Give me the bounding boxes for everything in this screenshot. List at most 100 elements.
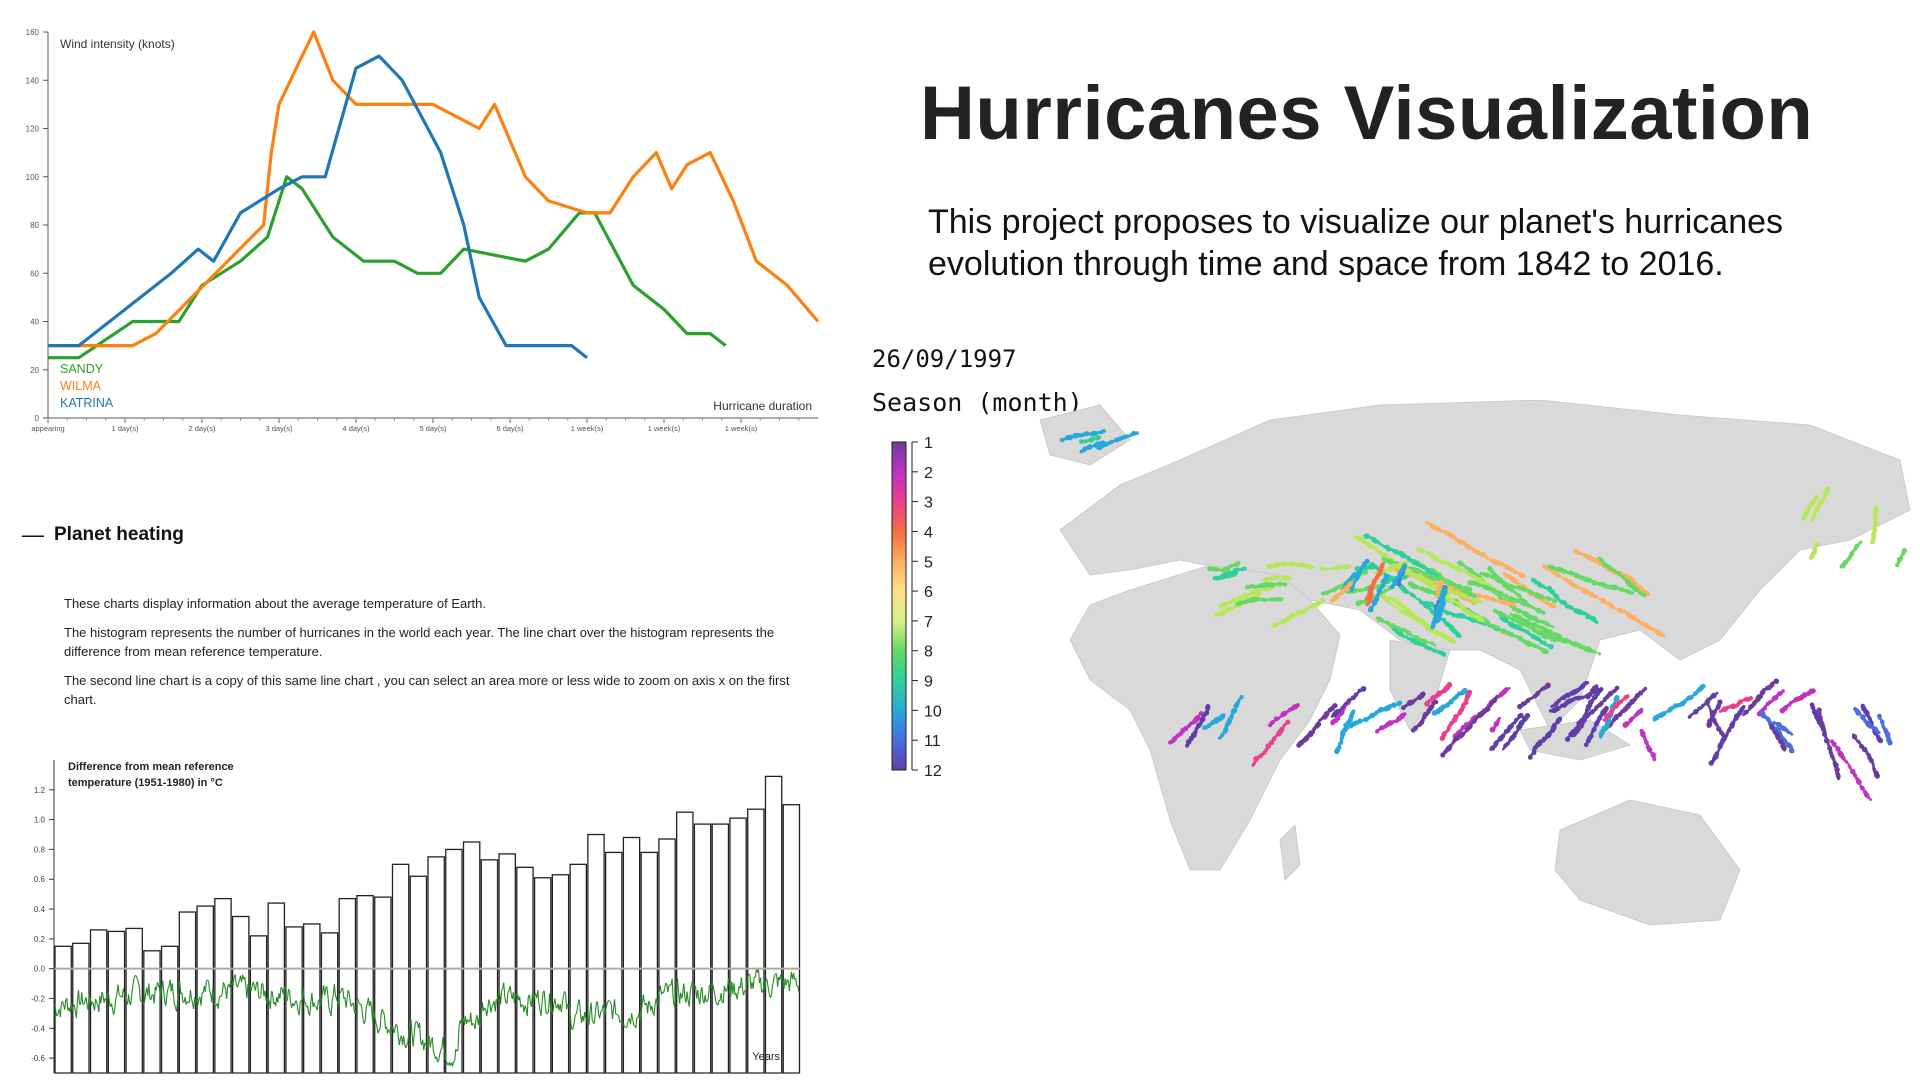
x-tick-label: 4 day(s) (342, 424, 370, 433)
histogram-bar (446, 849, 462, 1073)
histogram-bar (659, 839, 675, 1073)
hurricane-track-point (1487, 566, 1493, 572)
hurricane-track-point (1330, 721, 1334, 725)
hurricane-track-point (1562, 577, 1565, 580)
hurricane-track-point (1489, 747, 1492, 750)
hurricane-track-point (1623, 725, 1626, 728)
hurricane-track-point (1266, 564, 1271, 569)
series-line-katrina (48, 56, 587, 358)
hurricane-track-point (1845, 760, 1848, 763)
temperature-line-segment (340, 993, 341, 994)
legend-sandy: SANDY (60, 362, 104, 376)
hurricane-track-point (1436, 621, 1439, 624)
temperature-line-segment (271, 991, 272, 992)
hurricane-track-point (1411, 728, 1416, 733)
hurricane-track-point (1709, 760, 1714, 765)
x-axis-label: Years (752, 1051, 780, 1063)
hurricane-track-point (1431, 642, 1435, 646)
hurricane-track-point (1542, 564, 1547, 569)
hurricane-track-point (1599, 735, 1602, 738)
hurricane-track-point (1780, 708, 1786, 714)
hurricane-track-point (1479, 572, 1482, 575)
temperature-line-segment (766, 979, 767, 980)
histogram-bar (606, 852, 622, 1073)
temperature-line-segment (300, 1001, 301, 1002)
hurricane-track-point (1394, 606, 1397, 609)
hurricane-track-point (1616, 608, 1619, 611)
hurricane-track-point (1603, 718, 1607, 722)
hurricane-track-point (1268, 723, 1272, 727)
description-paragraph: The second line chart is a copy of this … (64, 671, 802, 709)
hurricane-track-point (1708, 705, 1711, 708)
section-title: Planet heating (54, 524, 184, 546)
planet-heating-header[interactable]: — Planet heating (22, 522, 802, 548)
x-axis-label: Hurricane duration (713, 399, 812, 413)
hurricane-track-point (1859, 540, 1862, 543)
intro-line: evolution through time and space from 18… (928, 243, 1900, 285)
hurricane-track-point (1519, 583, 1522, 586)
hurricane-track-point (1877, 731, 1880, 734)
hurricane-track-point (1586, 695, 1591, 700)
hurricane-track-point (1415, 597, 1418, 600)
hurricane-track-point (1457, 560, 1462, 565)
collapse-toggle-icon[interactable]: — (22, 522, 44, 548)
hurricane-track-point (1503, 572, 1506, 575)
hurricane-track-point (1455, 601, 1458, 604)
temperature-line-segment (552, 1013, 553, 1014)
hurricane-track-point (1397, 608, 1400, 611)
x-tick-label: 6 day(s) (496, 424, 524, 433)
hurricane-track-point (1429, 641, 1432, 644)
hurricane-track-point (1598, 652, 1601, 655)
legend-month-label: 8 (924, 644, 933, 661)
y-tick-label: 120 (26, 125, 40, 134)
legend-month-label: 1 (924, 435, 933, 452)
world-hurricane-map[interactable] (980, 400, 1920, 1080)
x-tick-label: 1 week(s) (648, 424, 681, 433)
legend-month-label: 12 (924, 763, 942, 780)
hurricane-track-point (1625, 612, 1629, 616)
hurricane-track-point (1652, 757, 1656, 761)
temperature-line-segment (152, 994, 153, 995)
legend-month-label: 9 (924, 674, 933, 691)
planet-heating-description: These charts display information about t… (22, 594, 802, 709)
hurricane-track-point (1719, 710, 1722, 713)
hurricane-track-point (1706, 723, 1711, 728)
temperature-line-segment (428, 1035, 429, 1036)
y-tick-label: -0.6 (31, 1054, 45, 1063)
hurricane-track-point (1531, 578, 1536, 583)
hurricane-track-point (1296, 743, 1301, 748)
temperature-line-segment (706, 1001, 707, 1002)
x-tick-label: 1 week(s) (725, 424, 758, 433)
hurricane-track-point (1471, 598, 1474, 601)
hurricane-track-point (1430, 625, 1434, 629)
y-tick-label: 140 (26, 76, 40, 85)
map-svg[interactable] (980, 400, 1920, 1080)
chart-title-line2: temperature (1951-1980) in °C (68, 777, 223, 789)
histogram-bar (481, 860, 497, 1073)
temperature-chart-svg[interactable]: -0.6-0.4-0.20.00.20.40.60.81.01.2Differe… (0, 740, 810, 1080)
current-date: 26/09/1997 (872, 345, 1017, 373)
temperature-line-segment (188, 1002, 189, 1003)
hurricane-track-point (1791, 733, 1794, 736)
hurricane-track-point (1391, 604, 1394, 607)
temperature-line-segment (262, 983, 263, 984)
y-tick-label: -0.2 (31, 994, 45, 1003)
temperature-line-segment (666, 983, 667, 984)
hurricane-track-point (1390, 584, 1395, 589)
hurricane-track-point (1517, 572, 1520, 575)
hurricane-track-point (1432, 710, 1438, 716)
hurricane-track-point (1326, 568, 1329, 571)
hurricane-track-point (1408, 582, 1411, 585)
hurricane-track-point (1468, 597, 1471, 600)
y-tick-label: 0.6 (34, 875, 46, 884)
hurricane-track-point (1375, 729, 1379, 733)
histogram-bar (765, 776, 781, 1073)
histogram-bar (179, 912, 195, 1073)
x-tick-label: appearing (31, 424, 64, 433)
y-tick-label: -0.4 (31, 1024, 45, 1033)
legend-katrina: KATRINA (60, 396, 114, 410)
hurricane-track-point (1425, 703, 1428, 706)
hurricane-track-point (1597, 557, 1600, 560)
